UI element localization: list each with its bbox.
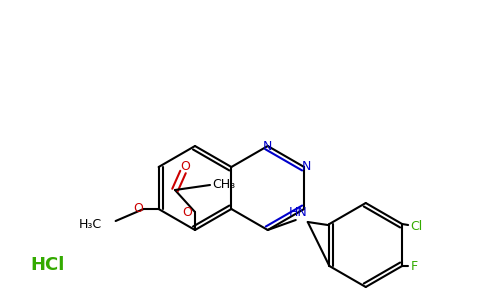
Text: O: O	[134, 202, 144, 215]
Text: O: O	[182, 206, 192, 218]
Text: HCl: HCl	[30, 256, 64, 274]
Text: F: F	[410, 260, 418, 272]
Text: CH₃: CH₃	[212, 178, 236, 191]
Text: O: O	[180, 160, 190, 173]
Text: N: N	[302, 160, 311, 173]
Text: HN: HN	[288, 206, 307, 218]
Text: N: N	[263, 140, 272, 152]
Text: Cl: Cl	[410, 220, 422, 233]
Text: H₃C: H₃C	[78, 218, 102, 230]
